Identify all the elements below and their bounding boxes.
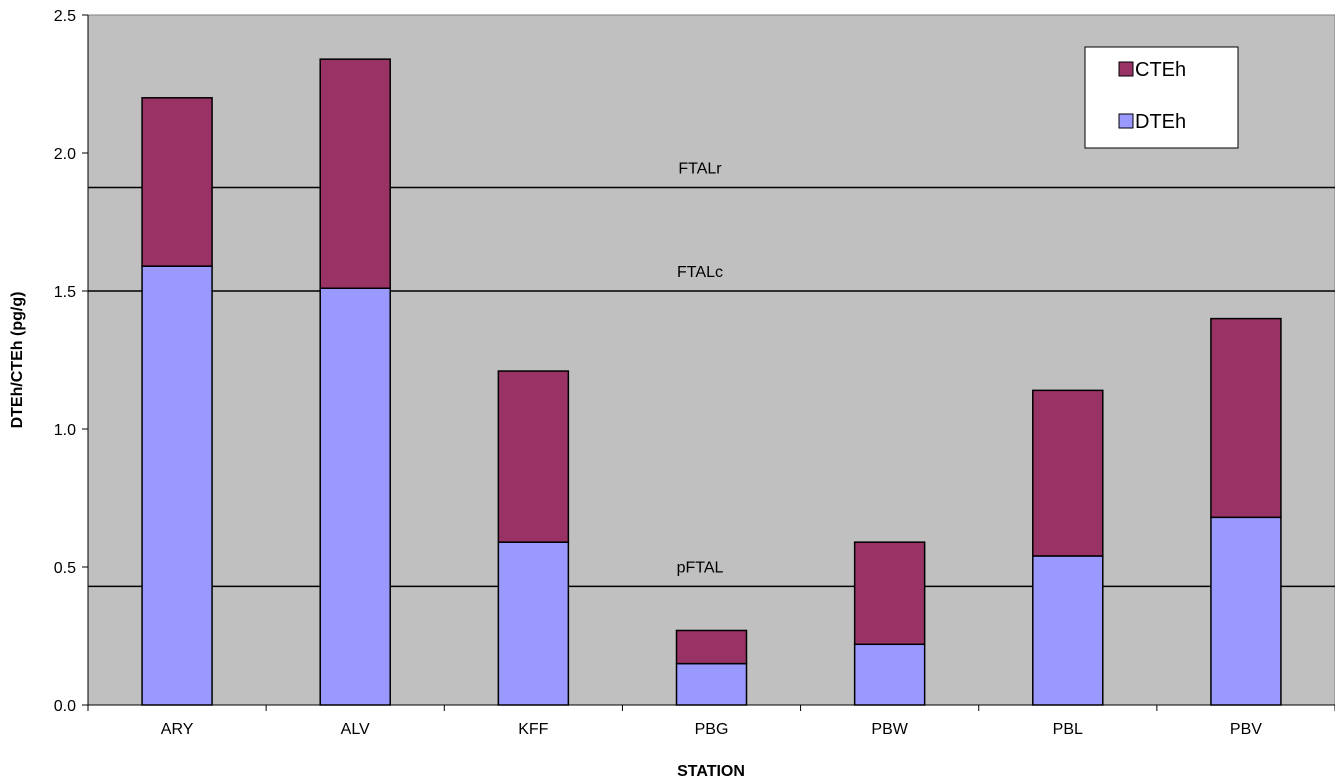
legend-box bbox=[1084, 46, 1239, 149]
reference-lines: FTALr FTALc pFTAL bbox=[88, 161, 1335, 588]
ref-label-ftalc: FTALc bbox=[677, 264, 723, 281]
x-tick-label: PBV bbox=[1230, 721, 1262, 738]
bar-alv-cteh bbox=[319, 58, 391, 289]
bar-pbw-dteh bbox=[853, 643, 926, 706]
bar-pbg-cteh bbox=[675, 629, 748, 665]
legend-swatch-dteh bbox=[1118, 113, 1134, 129]
y-tick-label: 0.5 bbox=[54, 560, 76, 577]
bar-ary-dteh bbox=[141, 265, 213, 706]
legend-label-dteh: DTEh bbox=[1135, 111, 1186, 133]
bar-ary-cteh bbox=[141, 97, 213, 267]
x-tick-label: ARY bbox=[161, 721, 194, 738]
y-tick-label: 1.5 bbox=[54, 284, 76, 301]
bars bbox=[141, 58, 1282, 706]
y-tick-label: 2.5 bbox=[54, 8, 76, 25]
bar-pbv-cteh bbox=[1210, 317, 1282, 519]
legend-label-cteh: CTEh bbox=[1135, 59, 1186, 81]
x-axis-title: STATION bbox=[677, 763, 745, 780]
bar-kff-dteh bbox=[497, 541, 570, 706]
bar-alv-dteh bbox=[319, 287, 391, 706]
y-tick-label: 1.0 bbox=[54, 422, 76, 439]
axes: 0.0 0.5 1.0 1.5 2.0 2.5 ARY ALV KFF PBG PBW PBL PBV bbox=[54, 8, 1335, 738]
y-tick-label: 0.0 bbox=[54, 698, 76, 715]
legend: CTEh DTEh bbox=[1084, 46, 1239, 149]
x-tick-label: PBL bbox=[1053, 721, 1083, 738]
y-tick-label: 2.0 bbox=[54, 146, 76, 163]
x-tick-label: PBG bbox=[695, 721, 729, 738]
ref-label-pftal: pFTAL bbox=[677, 559, 724, 576]
bar-pbl-dteh bbox=[1032, 555, 1104, 706]
bar-kff-cteh bbox=[497, 370, 570, 543]
ref-label-ftalr: FTALr bbox=[678, 161, 722, 178]
legend-swatch-cteh bbox=[1118, 61, 1134, 77]
y-axis-title: DTEh/CTEh (pg/g) bbox=[9, 292, 26, 429]
bar-pbl-cteh bbox=[1032, 389, 1104, 557]
bar-pbg-dteh bbox=[675, 662, 748, 706]
x-tick-label: PBW bbox=[871, 721, 908, 738]
x-tick-label: KFF bbox=[518, 721, 548, 738]
bar-pbv-dteh bbox=[1210, 516, 1282, 706]
bar-pbw-cteh bbox=[853, 541, 926, 646]
x-tick-label: ALV bbox=[341, 721, 370, 738]
